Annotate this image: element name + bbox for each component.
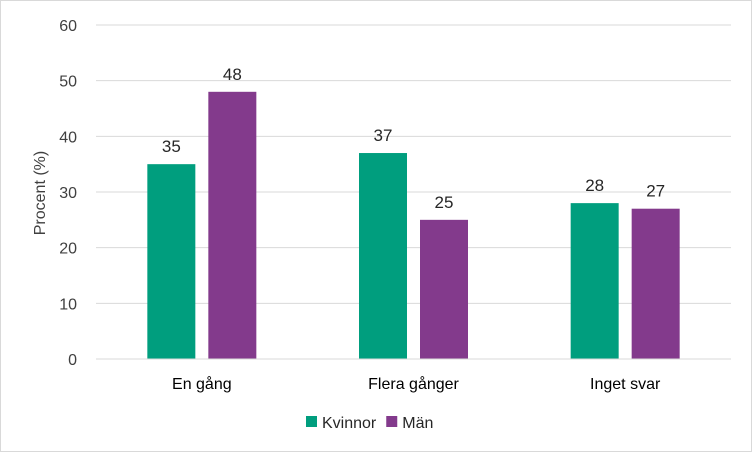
data-label: 25 [435, 193, 454, 212]
bar-mn-2 [631, 208, 680, 359]
y-axis-ticks: 0 10 20 30 40 50 60 [59, 18, 77, 369]
legend: Kvinnor Män [306, 415, 433, 432]
legend-label: Kvinnor [322, 415, 377, 432]
x-axis-categories: En gång Flera gånger Inget svar [172, 375, 661, 393]
bar-kvinnor-2 [570, 203, 619, 359]
y-tick-label: 50 [59, 74, 77, 91]
x-category-label: Flera gånger [368, 375, 459, 393]
x-category-label: En gång [172, 375, 232, 393]
x-category-label: Inget svar [590, 376, 661, 393]
y-tick-label: 30 [59, 185, 77, 202]
data-labels: 35 48 37 25 28 27 [162, 65, 665, 212]
bar-mn-1 [420, 219, 468, 359]
y-tick-label: 20 [59, 241, 77, 258]
legend-swatch [306, 416, 317, 427]
bars [147, 91, 680, 360]
gridlines [96, 24, 731, 304]
y-axis-title: Procent (%) [32, 151, 49, 235]
legend-swatch [386, 416, 398, 427]
data-label: 27 [646, 182, 665, 201]
bar-mn-0 [208, 91, 257, 360]
data-label: 48 [223, 65, 242, 84]
y-tick-label: 10 [59, 296, 77, 313]
y-tick-label: 40 [59, 129, 77, 146]
data-label: 28 [585, 176, 604, 195]
bar-kvinnor-1 [359, 153, 407, 359]
y-tick-label: 60 [59, 18, 77, 35]
data-label: 37 [374, 126, 393, 145]
data-label: 35 [162, 137, 181, 156]
y-tick-label: 0 [68, 352, 77, 369]
bar-kvinnor-0 [147, 164, 196, 359]
legend-label: Män [402, 415, 433, 432]
